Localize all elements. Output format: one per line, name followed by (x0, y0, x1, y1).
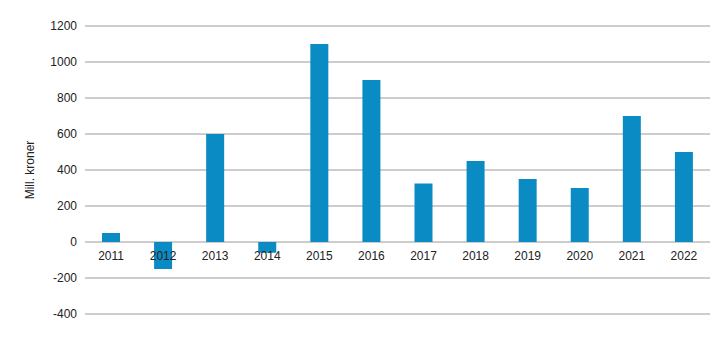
svg-text:2012: 2012 (150, 249, 177, 263)
svg-text:2013: 2013 (202, 249, 229, 263)
svg-text:0: 0 (70, 235, 77, 249)
svg-text:2011: 2011 (98, 249, 124, 263)
svg-text:1000: 1000 (50, 55, 77, 69)
svg-text:2022: 2022 (671, 249, 698, 263)
svg-text:1200: 1200 (50, 19, 77, 33)
svg-text:400: 400 (57, 163, 77, 177)
svg-text:2016: 2016 (358, 249, 385, 263)
svg-text:2017: 2017 (410, 249, 437, 263)
svg-text:-400: -400 (53, 307, 77, 321)
svg-text:800: 800 (57, 91, 77, 105)
svg-text:2021: 2021 (619, 249, 646, 263)
svg-text:600: 600 (57, 127, 77, 141)
svg-text:2018: 2018 (462, 249, 489, 263)
svg-text:2015: 2015 (306, 249, 333, 263)
svg-text:2020: 2020 (566, 249, 593, 263)
svg-text:-200: -200 (53, 271, 77, 285)
svg-text:2019: 2019 (514, 249, 541, 263)
svg-text:Mill. kroner: Mill. kroner (23, 141, 37, 200)
svg-text:2014: 2014 (254, 249, 281, 263)
svg-text:200: 200 (57, 199, 77, 213)
